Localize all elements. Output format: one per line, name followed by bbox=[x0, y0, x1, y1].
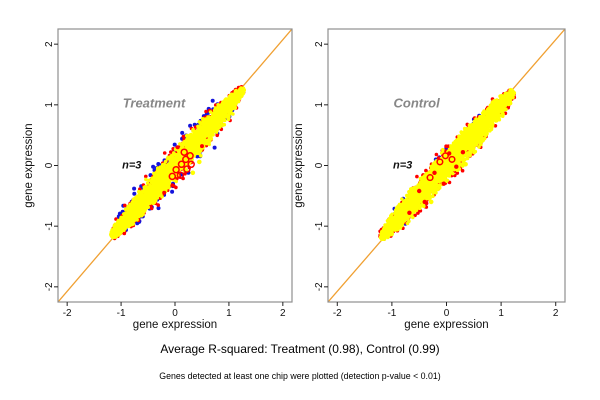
x-axis-title: gene expression bbox=[133, 319, 217, 331]
red-open-circle bbox=[187, 160, 195, 169]
x-tick-label: -1 bbox=[387, 308, 396, 319]
x-tick-label: 2 bbox=[280, 308, 286, 319]
detection-note-caption: Genes detected at least one chip were pl… bbox=[159, 371, 441, 381]
red-outlier-dot bbox=[175, 145, 180, 150]
red-open-circle bbox=[180, 148, 188, 156]
y-tick-label: -1 bbox=[314, 221, 325, 230]
red-outlier-dot bbox=[162, 190, 167, 195]
x-axis-title: gene expression bbox=[404, 319, 488, 331]
y-axis-title: gene expression bbox=[293, 123, 305, 207]
red-open-circle bbox=[426, 174, 434, 182]
panel-title: Control bbox=[394, 96, 441, 111]
red-open-circle bbox=[176, 171, 185, 179]
n-annotation: n=3 bbox=[122, 160, 141, 172]
panel-treatment: -2 -1 0 1 2 -2 -1 0 1 2 gene expression gene expres… bbox=[23, 28, 293, 331]
y-axis-title: gene expression bbox=[23, 123, 35, 207]
red-outlier-dot bbox=[454, 164, 459, 169]
red-outlier-dot bbox=[460, 150, 466, 155]
red-outlier-dot bbox=[200, 144, 204, 149]
red-outlier-dot bbox=[441, 181, 446, 186]
panel-control: -2 -1 0 1 2 -2 -1 0 1 2 gene expression gene expres… bbox=[293, 28, 566, 331]
y-tick-label: 2 bbox=[314, 41, 325, 47]
yellow-outlier-dot bbox=[428, 199, 434, 205]
y-tick-label: 2 bbox=[44, 41, 55, 47]
point-cloud bbox=[58, 29, 292, 302]
red-outlier-dot bbox=[407, 210, 412, 215]
yellow-outlier-dot bbox=[194, 146, 199, 152]
r-squared-caption: Average R-squared: Treatment (0.98), Con… bbox=[160, 342, 440, 356]
red-outlier-dot bbox=[432, 170, 437, 175]
x-tick-label: 1 bbox=[226, 308, 232, 319]
yellow-outlier-dot bbox=[190, 170, 196, 176]
x-tick-label: 1 bbox=[498, 308, 504, 319]
x-tick-label: -2 bbox=[63, 308, 72, 319]
red-outlier-dot bbox=[417, 188, 422, 194]
red-outlier-dot bbox=[447, 151, 452, 156]
y-tick-label: -1 bbox=[44, 221, 55, 230]
red-open-circle bbox=[168, 172, 177, 181]
x-tick-label: 2 bbox=[553, 308, 559, 319]
red-open-circle bbox=[436, 158, 444, 166]
red-outlier-dot bbox=[422, 199, 427, 205]
yellow-outlier-dot bbox=[395, 226, 400, 232]
red-open-circle bbox=[177, 160, 186, 169]
x-tick-label: 0 bbox=[172, 308, 178, 319]
panel-title: Treatment bbox=[123, 96, 186, 111]
x-tick-label: 0 bbox=[444, 308, 450, 319]
point-cloud bbox=[328, 29, 565, 302]
y-tick-label: 0 bbox=[44, 162, 55, 168]
red-open-circle bbox=[183, 165, 191, 173]
y-tick-label: 1 bbox=[314, 102, 325, 108]
yellow-outlier-dot bbox=[197, 159, 202, 165]
x-tick-label: -1 bbox=[117, 308, 126, 319]
y-tick-label: -2 bbox=[314, 282, 325, 291]
red-open-circle bbox=[172, 165, 180, 174]
n-annotation: n=3 bbox=[393, 160, 412, 172]
y-tick-label: -2 bbox=[44, 282, 55, 291]
yellow-outlier-dot bbox=[463, 162, 468, 167]
x-tick-label: -2 bbox=[333, 308, 342, 319]
y-tick-label: 1 bbox=[44, 102, 55, 108]
red-open-circle bbox=[186, 152, 194, 160]
red-open-circle bbox=[182, 155, 190, 164]
y-tick-label: 0 bbox=[314, 162, 325, 168]
red-open-circle bbox=[441, 152, 449, 160]
red-open-circle bbox=[448, 155, 456, 163]
